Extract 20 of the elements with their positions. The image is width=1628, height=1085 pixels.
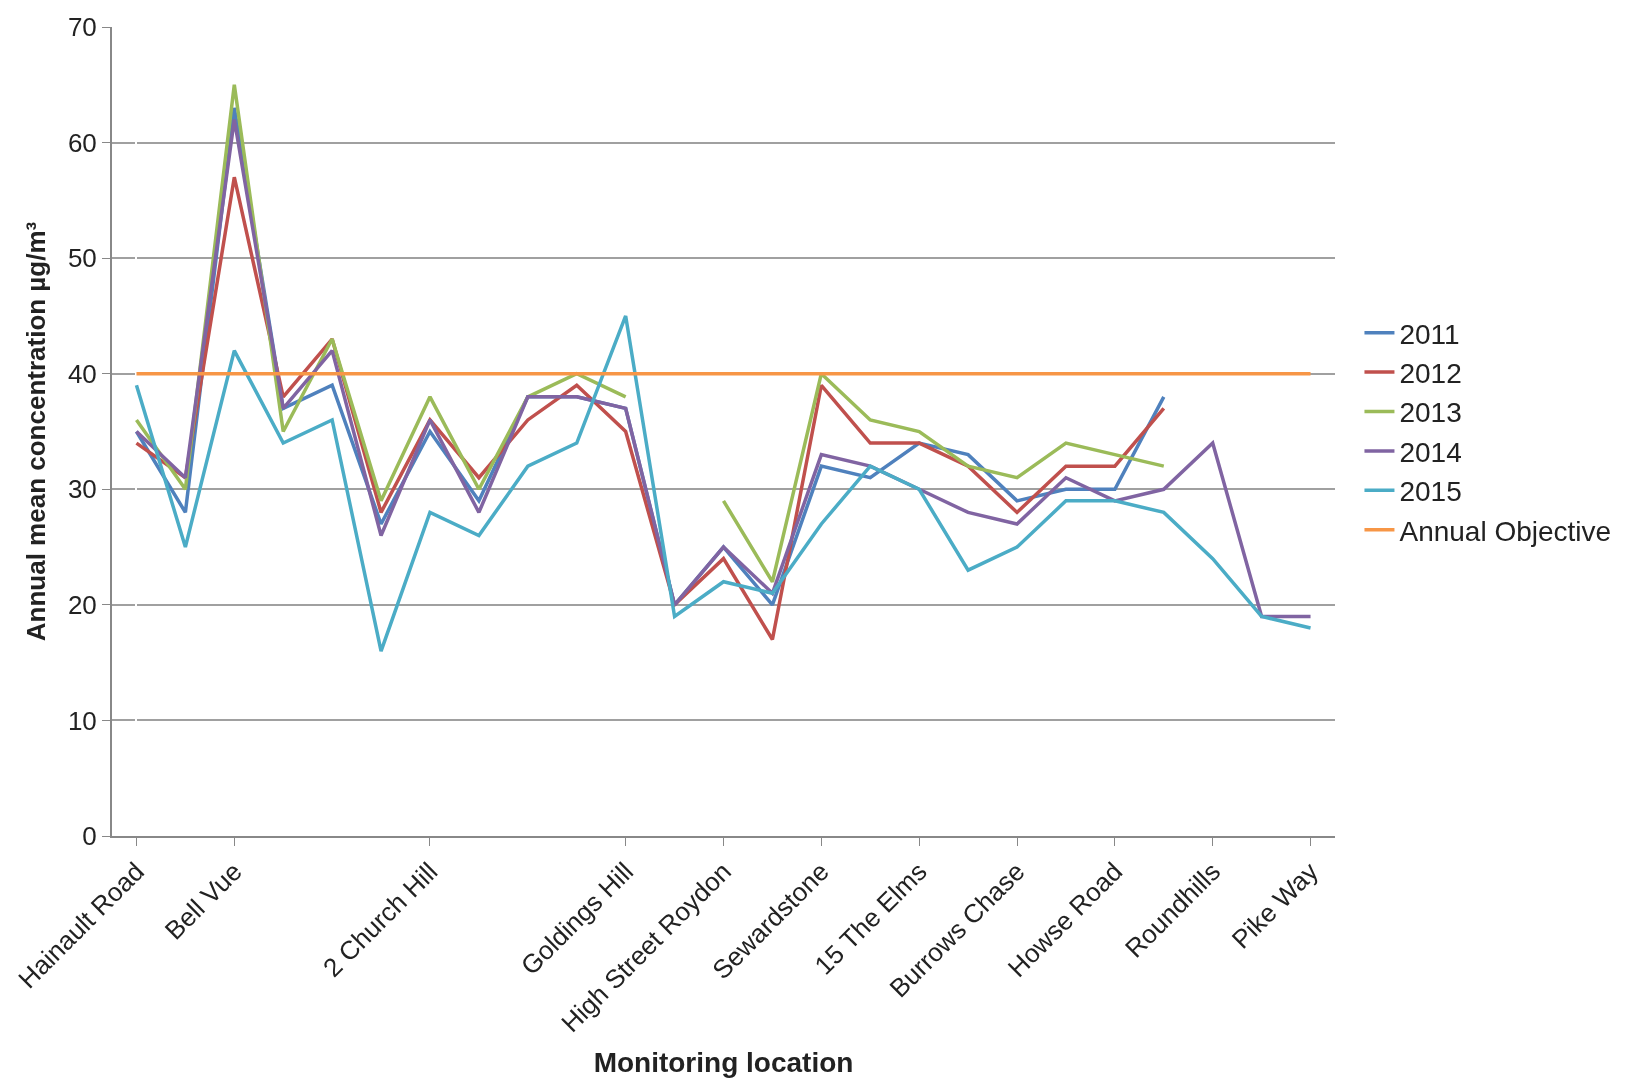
y-tick-label: 0 — [82, 821, 97, 852]
line-series — [134, 314, 1313, 653]
legend-label: Annual Objective — [1399, 515, 1612, 547]
legend-label: 2012 — [1399, 358, 1462, 390]
y-tick-label: 40 — [67, 358, 97, 389]
y-tick-label: 60 — [67, 127, 97, 158]
line-series — [134, 117, 1313, 619]
legend-label: 2011 — [1399, 318, 1460, 350]
x-tick-label: Bell Vue — [158, 856, 248, 946]
y-tick-label: 50 — [67, 243, 97, 274]
legend-label: 2015 — [1399, 476, 1462, 508]
legend-label: 2014 — [1399, 436, 1462, 468]
x-tick-label: Pike Way — [1225, 856, 1324, 955]
y-tick-label: 70 — [67, 12, 97, 43]
y-tick-label: 30 — [67, 474, 97, 505]
x-axis-title: Monitoring location — [593, 1046, 854, 1078]
legend-label: 2013 — [1399, 397, 1462, 429]
y-tick-label: 20 — [67, 589, 97, 620]
y-axis-title: Annual mean concentration µg/m³ — [20, 221, 51, 642]
y-tick-label: 10 — [67, 705, 97, 736]
